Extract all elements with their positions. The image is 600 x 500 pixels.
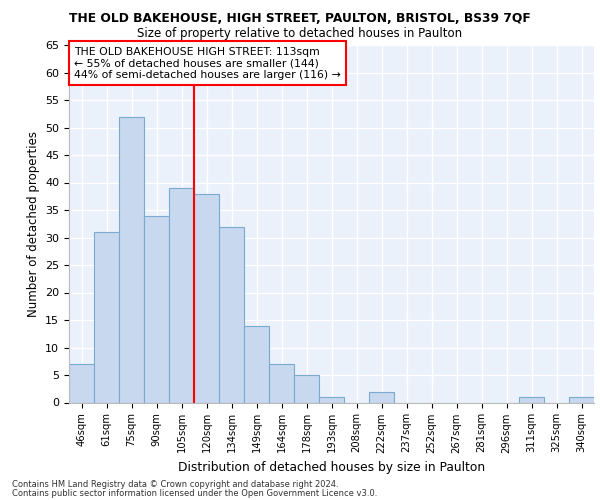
Text: Contains public sector information licensed under the Open Government Licence v3: Contains public sector information licen…	[12, 489, 377, 498]
Bar	[519, 397, 544, 402]
Bar	[94, 232, 119, 402]
Bar	[319, 397, 344, 402]
Bar	[144, 216, 169, 402]
Bar	[194, 194, 219, 402]
Bar	[369, 392, 394, 402]
Y-axis label: Number of detached properties: Number of detached properties	[26, 130, 40, 317]
Bar	[569, 397, 594, 402]
X-axis label: Distribution of detached houses by size in Paulton: Distribution of detached houses by size …	[178, 461, 485, 474]
Bar	[69, 364, 94, 403]
Bar	[244, 326, 269, 402]
Text: THE OLD BAKEHOUSE, HIGH STREET, PAULTON, BRISTOL, BS39 7QF: THE OLD BAKEHOUSE, HIGH STREET, PAULTON,…	[69, 12, 531, 26]
Bar	[294, 375, 319, 402]
Bar	[219, 226, 244, 402]
Text: Size of property relative to detached houses in Paulton: Size of property relative to detached ho…	[137, 28, 463, 40]
Text: THE OLD BAKEHOUSE HIGH STREET: 113sqm
← 55% of detached houses are smaller (144): THE OLD BAKEHOUSE HIGH STREET: 113sqm ← …	[74, 47, 341, 80]
Bar	[169, 188, 194, 402]
Bar	[269, 364, 294, 403]
Text: Contains HM Land Registry data © Crown copyright and database right 2024.: Contains HM Land Registry data © Crown c…	[12, 480, 338, 489]
Bar	[119, 116, 144, 403]
